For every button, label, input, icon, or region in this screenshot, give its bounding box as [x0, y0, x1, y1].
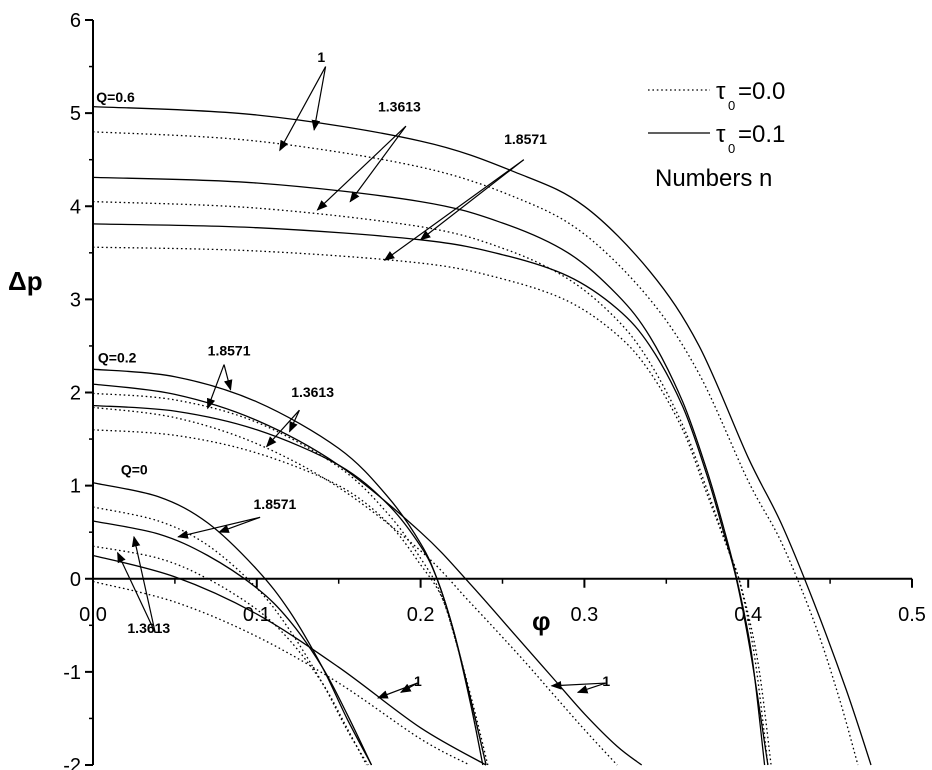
curve-q02-n13613-dotted: [92, 429, 489, 766]
x-tick-label: 0.1: [243, 604, 271, 626]
arrow: [400, 682, 418, 693]
legend-sub-2: 0: [728, 141, 735, 156]
curve-q06-n18571-dotted: [92, 246, 772, 766]
annotation-label: Q=0.6: [96, 89, 135, 105]
curve-q0-n18571-solid: [92, 482, 373, 766]
curve-q0-n1-dotted: [92, 580, 471, 766]
legend-label-dotted: =0.0: [738, 78, 785, 105]
curve-q0-n1-solid: [92, 554, 487, 766]
curve-q06-n1-solid: [92, 105, 872, 766]
annotation-label: 1.8571: [254, 496, 297, 512]
y-tick-label: 4: [70, 196, 81, 218]
arrow: [377, 682, 418, 699]
y-tick-label: 6: [70, 10, 81, 32]
legend-sub-1: 0: [728, 98, 735, 113]
y-axis-title: Δp: [8, 266, 43, 296]
annotations-layer: Q=0.6 Q=0.2 Q=0 1 1.3613 1.8571 1.8571 1.3613 1.…: [96, 49, 610, 699]
arrow: [279, 66, 327, 152]
curves-layer: [92, 105, 872, 766]
arrow: [265, 409, 300, 448]
arrow: [349, 125, 407, 203]
annotation-label: 1.3613: [378, 98, 421, 114]
arrow: [550, 681, 606, 690]
annotation-label: 1.8571: [208, 342, 251, 358]
annotation-label: Q=0.2: [98, 350, 137, 366]
x-tick-label: 0.5: [898, 604, 926, 626]
arrow: [576, 682, 606, 694]
y-tick-label: 2: [70, 383, 81, 405]
curve-q02-n1-solid: [92, 383, 643, 766]
legend-symbol-1: τ: [716, 78, 726, 105]
arrow: [131, 535, 156, 633]
arrow: [383, 159, 525, 261]
curve-q02-n18571-dotted: [92, 392, 487, 766]
y-tick-label: 3: [70, 289, 81, 311]
curve-q02-n1-dotted: [92, 406, 618, 766]
curve-q0-n18571-dotted: [92, 506, 369, 766]
curve-q06-n18571-solid: [92, 223, 769, 766]
arrow: [223, 364, 233, 391]
x-tick-label: 0.0: [79, 604, 107, 626]
curve-q06-n13613-solid: [92, 176, 766, 766]
y-tick-label: 0: [70, 569, 81, 591]
annotation-label: Q=0: [121, 461, 148, 477]
curve-q02-n13613-solid: [92, 404, 487, 766]
legend-label-solid: =0.1: [738, 121, 785, 148]
axes-layer: -2 -1 0 1 2 3 4 5 6 0.0 0.1 0.2 0.3 0.4 0.5: [63, 10, 926, 770]
curve-q0-n13613-solid: [92, 520, 373, 766]
curve-q06-n13613-dotted: [92, 200, 769, 766]
annotation-label: 1.3613: [127, 620, 170, 636]
curve-q06-n1-dotted: [92, 131, 859, 766]
annotation-label: 1: [602, 673, 610, 689]
y-tick-label: -1: [63, 662, 81, 684]
annotation-label: 1: [414, 673, 422, 689]
legend: τ 0 =0.0 τ 0 =0.1 Numbers n: [648, 78, 785, 192]
arrow: [218, 516, 261, 533]
legend-note: Numbers n: [655, 165, 772, 192]
x-tick-label: 0.3: [570, 604, 598, 626]
x-axis-title: φ: [532, 606, 551, 636]
arrow: [419, 159, 525, 241]
curve-q0-n13613-dotted: [92, 545, 368, 766]
arrow: [177, 516, 261, 539]
legend-symbol-2: τ: [716, 121, 726, 148]
curve-q02-n18571-solid: [92, 368, 484, 766]
annotation-label: 1.3613: [291, 384, 334, 400]
y-tick-label: 5: [70, 103, 81, 125]
arrow: [316, 125, 407, 211]
arrow: [311, 66, 327, 131]
arrow: [207, 364, 225, 410]
annotation-label: 1.8571: [504, 131, 547, 147]
x-tick-label: 0.4: [734, 604, 762, 626]
annotation-label: 1: [317, 49, 325, 65]
x-tick-label: 0.2: [407, 604, 435, 626]
y-tick-label: 1: [70, 476, 81, 498]
arrow: [117, 551, 156, 634]
y-tick-label: -2: [63, 755, 81, 770]
arrow: [289, 409, 300, 433]
